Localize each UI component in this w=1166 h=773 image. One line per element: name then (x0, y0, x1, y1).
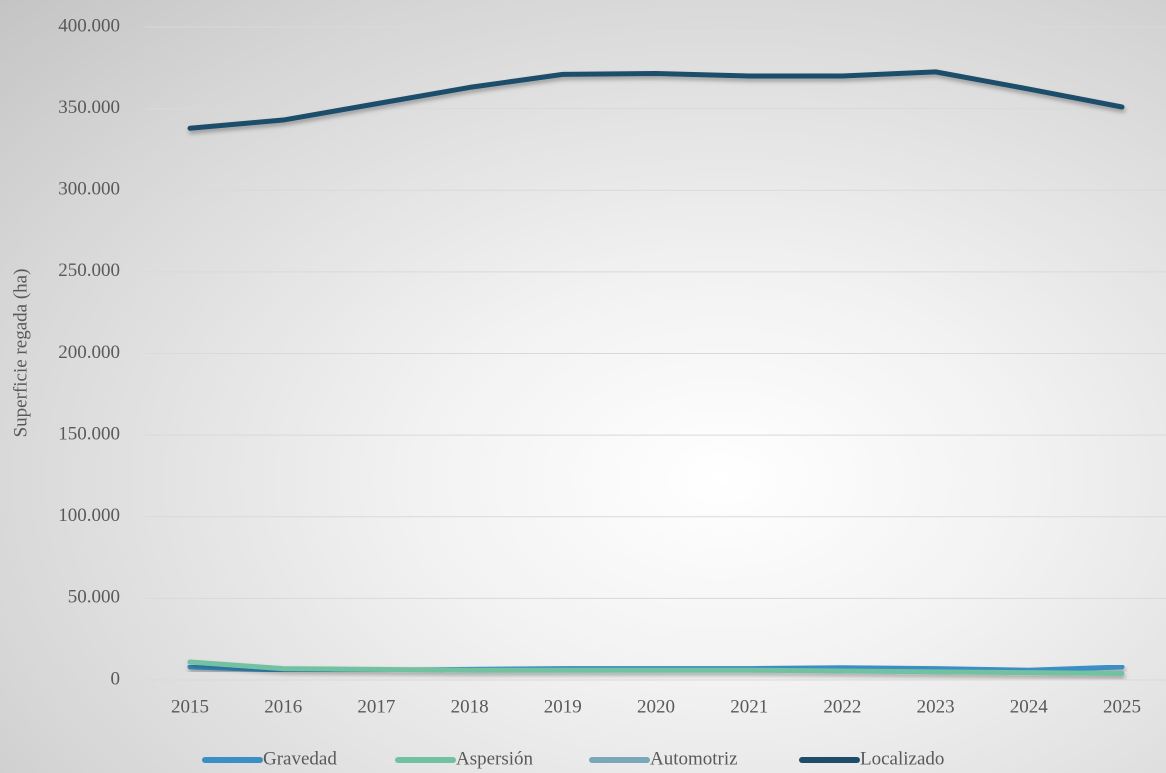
x-tick-label: 2024 (1010, 696, 1049, 717)
y-tick-label: 350.000 (58, 97, 120, 118)
y-tick-label: 0 (111, 668, 121, 689)
y-tick-label: 400.000 (58, 15, 120, 36)
y-tick-label: 300.000 (58, 179, 120, 200)
legend-label: Localizado (860, 748, 944, 769)
series-line (187, 69, 1125, 131)
legend-label: Automotriz (650, 748, 738, 769)
x-tick-label: 2023 (917, 696, 955, 717)
y-tick-label: 250.000 (58, 260, 120, 281)
x-tick-label: 2022 (823, 696, 861, 717)
legend-label: Gravedad (263, 748, 337, 769)
y-tick-label: 150.000 (58, 423, 120, 444)
x-tick-label: 2015 (171, 696, 209, 717)
y-axis-title: Superficie regada (ha) (10, 269, 31, 438)
x-tick-label: 2021 (730, 696, 768, 717)
x-tick-label: 2020 (637, 696, 675, 717)
x-tick-label: 2025 (1103, 696, 1141, 717)
x-tick-label: 2017 (357, 696, 395, 717)
series-line (187, 659, 1125, 676)
x-tick-label: 2019 (544, 696, 582, 717)
x-tick-label: 2016 (264, 696, 302, 717)
x-tick-label: 2018 (451, 696, 489, 717)
y-tick-label: 200.000 (58, 342, 120, 363)
y-tick-label: 100.000 (58, 505, 120, 526)
y-tick-label: 50.000 (68, 587, 120, 608)
legend-label: Aspersión (456, 748, 534, 769)
